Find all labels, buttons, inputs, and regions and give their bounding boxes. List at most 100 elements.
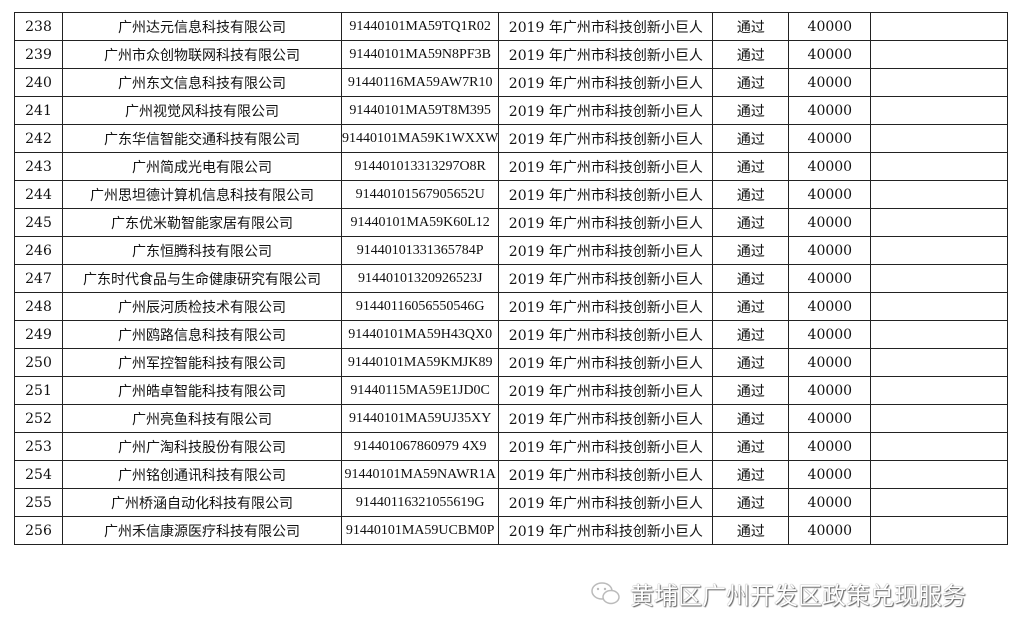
table-row: 251 广州皓卓智能科技有限公司 91440115MA59E1JD0C 2019 年广…: [14, 376, 1009, 405]
company-name: 广州鸥路信息科技有限公司: [62, 320, 342, 349]
row-number: 240: [14, 68, 63, 97]
table-row: 256 广州禾信康源医疗科技有限公司 91440101MA59UCBM0P 2019 …: [14, 516, 1009, 545]
row-number: 247: [14, 264, 63, 293]
amount: 40000: [788, 432, 872, 461]
company-name: 广州军控智能科技有限公司: [62, 348, 342, 377]
project-name: 2019 年广州市科技创新小巨人: [498, 68, 714, 97]
review-result: 通过: [712, 40, 790, 69]
amount: 40000: [788, 516, 872, 545]
row-number: 246: [14, 236, 63, 265]
table-row: 243 广州简成光电有限公司 914401013313297O8R 2019 年广州市…: [14, 152, 1009, 181]
amount: 40000: [788, 460, 872, 489]
amount: 40000: [788, 40, 872, 69]
remarks: [870, 208, 1009, 237]
remarks: [870, 516, 1009, 545]
review-result: 通过: [712, 404, 790, 433]
project-name: 2019 年广州市科技创新小巨人: [498, 348, 714, 377]
review-result: 通过: [712, 292, 790, 321]
row-number: 249: [14, 320, 63, 349]
remarks: [870, 96, 1009, 125]
amount: 40000: [788, 124, 872, 153]
credit-code: 91440101MA59TQ1R02: [340, 12, 500, 41]
table-row: 244 广州思坦德计算机信息科技有限公司 91440101567905652U 201…: [14, 180, 1009, 209]
amount: 40000: [788, 236, 872, 265]
award-table: 238 广州达元信息科技有限公司 91440101MA59TQ1R02 2019 年广…: [14, 12, 1009, 545]
amount: 40000: [788, 320, 872, 349]
company-name: 广州禾信康源医疗科技有限公司: [62, 516, 342, 545]
amount: 40000: [788, 404, 872, 433]
company-name: 广州亮鱼科技有限公司: [62, 404, 342, 433]
row-number: 245: [14, 208, 63, 237]
company-name: 广州视觉风科技有限公司: [62, 96, 342, 125]
review-result: 通过: [712, 376, 790, 405]
review-result: 通过: [712, 516, 790, 545]
credit-code: 91440116056550546G: [340, 292, 500, 321]
amount: 40000: [788, 208, 872, 237]
row-number: 255: [14, 488, 63, 517]
remarks: [870, 348, 1009, 377]
project-name: 2019 年广州市科技创新小巨人: [498, 404, 714, 433]
table-row: 254 广州铭创通讯科技有限公司 91440101MA59NAWR1A 2019 年广…: [14, 460, 1009, 489]
credit-code: 91440101MA59UCBM0P: [340, 516, 500, 545]
amount: 40000: [788, 12, 872, 41]
company-name: 广州桥涵自动化科技有限公司: [62, 488, 342, 517]
table-row: 255 广州桥涵自动化科技有限公司 91440116321055619G 2019 年…: [14, 488, 1009, 517]
project-name: 2019 年广州市科技创新小巨人: [498, 40, 714, 69]
company-name: 广州思坦德计算机信息科技有限公司: [62, 180, 342, 209]
review-result: 通过: [712, 236, 790, 265]
row-number: 253: [14, 432, 63, 461]
credit-code: 91440116MA59AW7R10: [340, 68, 500, 97]
project-name: 2019 年广州市科技创新小巨人: [498, 320, 714, 349]
company-name: 广东华信智能交通科技有限公司: [62, 124, 342, 153]
project-name: 2019 年广州市科技创新小巨人: [498, 516, 714, 545]
review-result: 通过: [712, 152, 790, 181]
remarks: [870, 180, 1009, 209]
project-name: 2019 年广州市科技创新小巨人: [498, 152, 714, 181]
review-result: 通过: [712, 264, 790, 293]
company-name: 广东优米勒智能家居有限公司: [62, 208, 342, 237]
watermark: 黄埔区广州开发区政策兑现服务: [590, 576, 966, 611]
company-name: 广州市众创物联网科技有限公司: [62, 40, 342, 69]
credit-code: 91440116321055619G: [340, 488, 500, 517]
remarks: [870, 264, 1009, 293]
table-row: 250 广州军控智能科技有限公司 91440101MA59KMJK89 2019 年广…: [14, 348, 1009, 377]
row-number: 242: [14, 124, 63, 153]
table-row: 239 广州市众创物联网科技有限公司 91440101MA59N8PF3B 2019 …: [14, 40, 1009, 69]
company-name: 广东恒腾科技有限公司: [62, 236, 342, 265]
company-name: 广东时代食品与生命健康研究有限公司: [62, 264, 342, 293]
review-result: 通过: [712, 12, 790, 41]
company-name: 广州皓卓智能科技有限公司: [62, 376, 342, 405]
review-result: 通过: [712, 124, 790, 153]
company-name: 广州东文信息科技有限公司: [62, 68, 342, 97]
remarks: [870, 152, 1009, 181]
wechat-icon: [591, 581, 620, 604]
review-result: 通过: [712, 180, 790, 209]
row-number: 251: [14, 376, 63, 405]
remarks: [870, 124, 1009, 153]
table-row: 240 广州东文信息科技有限公司 91440116MA59AW7R10 2019 年广…: [14, 68, 1009, 97]
project-name: 2019 年广州市科技创新小巨人: [498, 96, 714, 125]
table-row: 247 广东时代食品与生命健康研究有限公司 91440101320926523J 20…: [14, 264, 1009, 293]
table-row: 253 广州广淘科技股份有限公司 914401067860979 4X9 2019 年…: [14, 432, 1009, 461]
credit-code: 91440101MA59N8PF3B: [340, 40, 500, 69]
amount: 40000: [788, 96, 872, 125]
row-number: 244: [14, 180, 63, 209]
credit-code: 91440101MA59K60L12: [340, 208, 500, 237]
row-number: 256: [14, 516, 63, 545]
project-name: 2019 年广州市科技创新小巨人: [498, 124, 714, 153]
review-result: 通过: [712, 320, 790, 349]
project-name: 2019 年广州市科技创新小巨人: [498, 236, 714, 265]
project-name: 2019 年广州市科技创新小巨人: [498, 376, 714, 405]
review-result: 通过: [712, 348, 790, 377]
table-row: 242 广东华信智能交通科技有限公司 91440101MA59K1WXXW 2019 …: [14, 124, 1009, 153]
remarks: [870, 12, 1009, 41]
project-name: 2019 年广州市科技创新小巨人: [498, 460, 714, 489]
project-name: 2019 年广州市科技创新小巨人: [498, 292, 714, 321]
company-name: 广州铭创通讯科技有限公司: [62, 460, 342, 489]
table-row: 249 广州鸥路信息科技有限公司 91440101MA59H43QX0 2019 年广…: [14, 320, 1009, 349]
project-name: 2019 年广州市科技创新小巨人: [498, 208, 714, 237]
amount: 40000: [788, 180, 872, 209]
amount: 40000: [788, 152, 872, 181]
remarks: [870, 40, 1009, 69]
amount: 40000: [788, 376, 872, 405]
